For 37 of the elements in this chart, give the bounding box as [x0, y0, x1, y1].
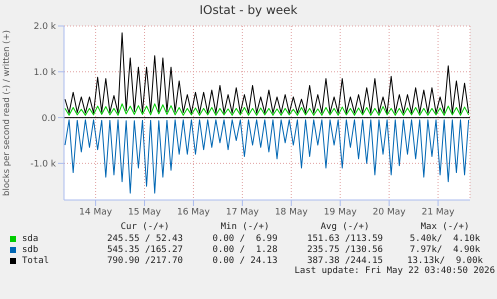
text: 245.55 / 52.43 [106, 234, 184, 244]
line-series [64, 103, 470, 116]
y-tick-label: 2.0 k [34, 22, 57, 32]
text: 387.38 /244.15 [306, 256, 384, 266]
text: Cur (-/+) [120, 222, 170, 233]
line-series [64, 119, 470, 194]
text: 790.90 /217.70 [106, 256, 184, 266]
text: 0.00 / 1.28 [211, 244, 279, 254]
text: 0.00 / 6.99 [211, 234, 279, 244]
text: 0.00 / 24.13 [211, 256, 279, 266]
text: 151.63 /113.59 [306, 234, 384, 244]
x-tick-label: 18 May [274, 207, 308, 218]
text: 235.75 /130.56 [306, 244, 384, 254]
y-tick-label: 1.0 k [34, 68, 57, 78]
line-series [64, 32, 470, 114]
text: Max (-/+) [420, 222, 470, 233]
chart-title: IOstat - by week [198, 3, 299, 17]
text: 545.35 /165.27 [106, 244, 184, 254]
x-tick-label: 21 May [422, 207, 456, 218]
y-axis-title: blocks per second read (-) / written (+) [2, 30, 12, 196]
legend-label: Total [22, 256, 50, 266]
legend-label: sdb [22, 244, 38, 254]
text: 13.13k/ 9.00k [406, 256, 484, 266]
legend-label: sda [22, 234, 38, 244]
x-tick-label: 17 May [226, 207, 260, 218]
x-tick-label: 16 May [176, 207, 211, 218]
text: 7.97k/ 4.90k [408, 244, 482, 254]
x-tick-label: 15 May [128, 207, 162, 218]
x-tick-label: 14 May [79, 207, 113, 218]
text: 5.40k/ 4.10k [408, 234, 482, 244]
text: Min (-/+) [220, 222, 270, 233]
x-tick-label: 19 May [324, 207, 358, 218]
y-tick-label: -1.0 k [30, 160, 57, 170]
x-tick-label: 20 May [372, 207, 406, 218]
text: Avg (-/+) [320, 222, 370, 233]
text: Last update: Fri May 22 03:40:50 2026 [294, 266, 495, 277]
y-tick-label: 0.0 [42, 114, 56, 124]
